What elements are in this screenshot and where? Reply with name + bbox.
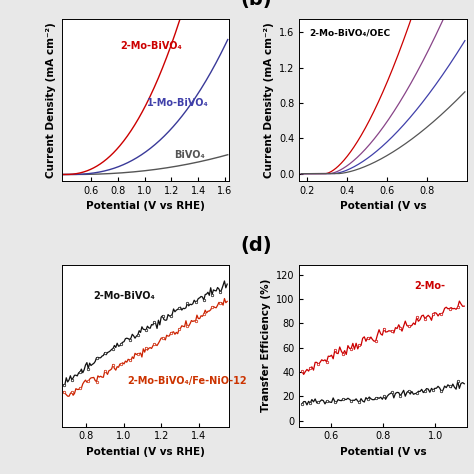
Y-axis label: Transfer Efficiency (%): Transfer Efficiency (%): [261, 279, 271, 412]
Y-axis label: Current Density (mA cm⁻²): Current Density (mA cm⁻²): [264, 22, 273, 178]
Y-axis label: Current Density (mA cm⁻²): Current Density (mA cm⁻²): [46, 22, 56, 178]
X-axis label: Potential (V vs RHE): Potential (V vs RHE): [86, 201, 205, 211]
X-axis label: Potential (V vs RHE): Potential (V vs RHE): [86, 447, 205, 457]
Text: 2-Mo-BiVO₄: 2-Mo-BiVO₄: [120, 40, 182, 51]
X-axis label: Potential (V vs: Potential (V vs: [340, 201, 427, 211]
Text: 2-Mo-: 2-Mo-: [415, 281, 446, 291]
Text: 2-Mo-BiVO₄/Fe-NiO-12: 2-Mo-BiVO₄/Fe-NiO-12: [128, 375, 247, 386]
Text: 2-Mo-BiVO₄/OEC: 2-Mo-BiVO₄/OEC: [310, 29, 391, 38]
Text: 2-Mo-BiVO₄: 2-Mo-BiVO₄: [93, 291, 155, 301]
Text: BiVO₄: BiVO₄: [174, 150, 205, 160]
Text: (d): (d): [241, 236, 273, 255]
X-axis label: Potential (V vs: Potential (V vs: [340, 447, 427, 457]
Text: 1-Mo-BiVO₄: 1-Mo-BiVO₄: [147, 98, 209, 108]
Text: (b): (b): [241, 0, 273, 9]
